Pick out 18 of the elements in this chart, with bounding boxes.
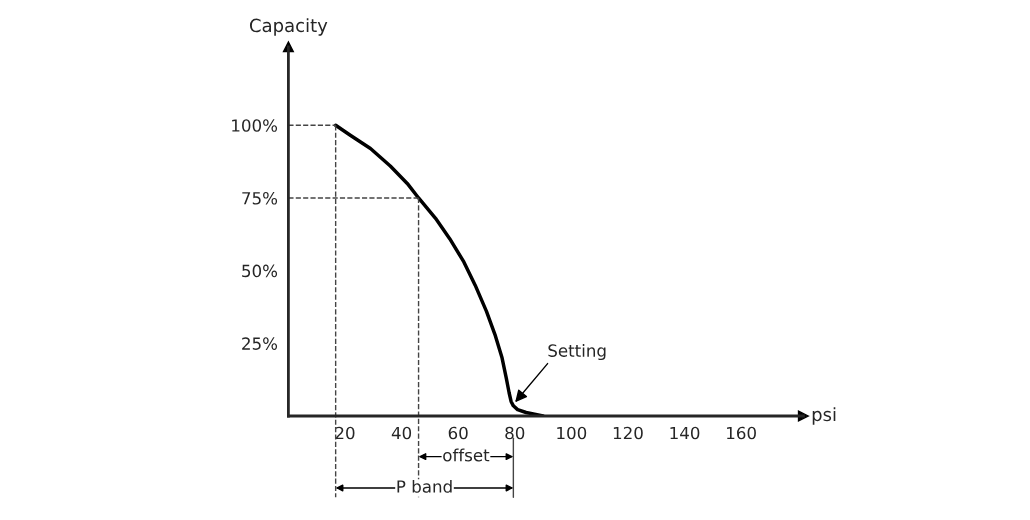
- y-tick-label: 100%: [232, 119, 278, 132]
- x-tick-label: 100: [557, 426, 587, 440]
- x-tick-label: 40: [391, 426, 412, 440]
- line-series: [333, 123, 545, 416]
- x-tick-label: 80: [505, 426, 525, 440]
- x-axis-title: psi: [812, 407, 836, 425]
- x-tick-label: 20: [335, 426, 355, 440]
- y-tick-label: 50%: [242, 264, 278, 278]
- text: offset: [443, 448, 490, 462]
- annotation: Setting: [548, 343, 606, 361]
- y-tick-label: 25%: [242, 337, 278, 350]
- x-tick-label: 140: [670, 426, 700, 440]
- x-tick-label: 120: [613, 426, 643, 440]
- y-tick-label: 75%: [242, 191, 278, 205]
- y-axis-title: Capacity: [249, 18, 328, 36]
- x-tick-label: 60: [448, 426, 468, 440]
- x-tick-label: 160: [727, 426, 756, 440]
- text: P band: [397, 479, 452, 493]
